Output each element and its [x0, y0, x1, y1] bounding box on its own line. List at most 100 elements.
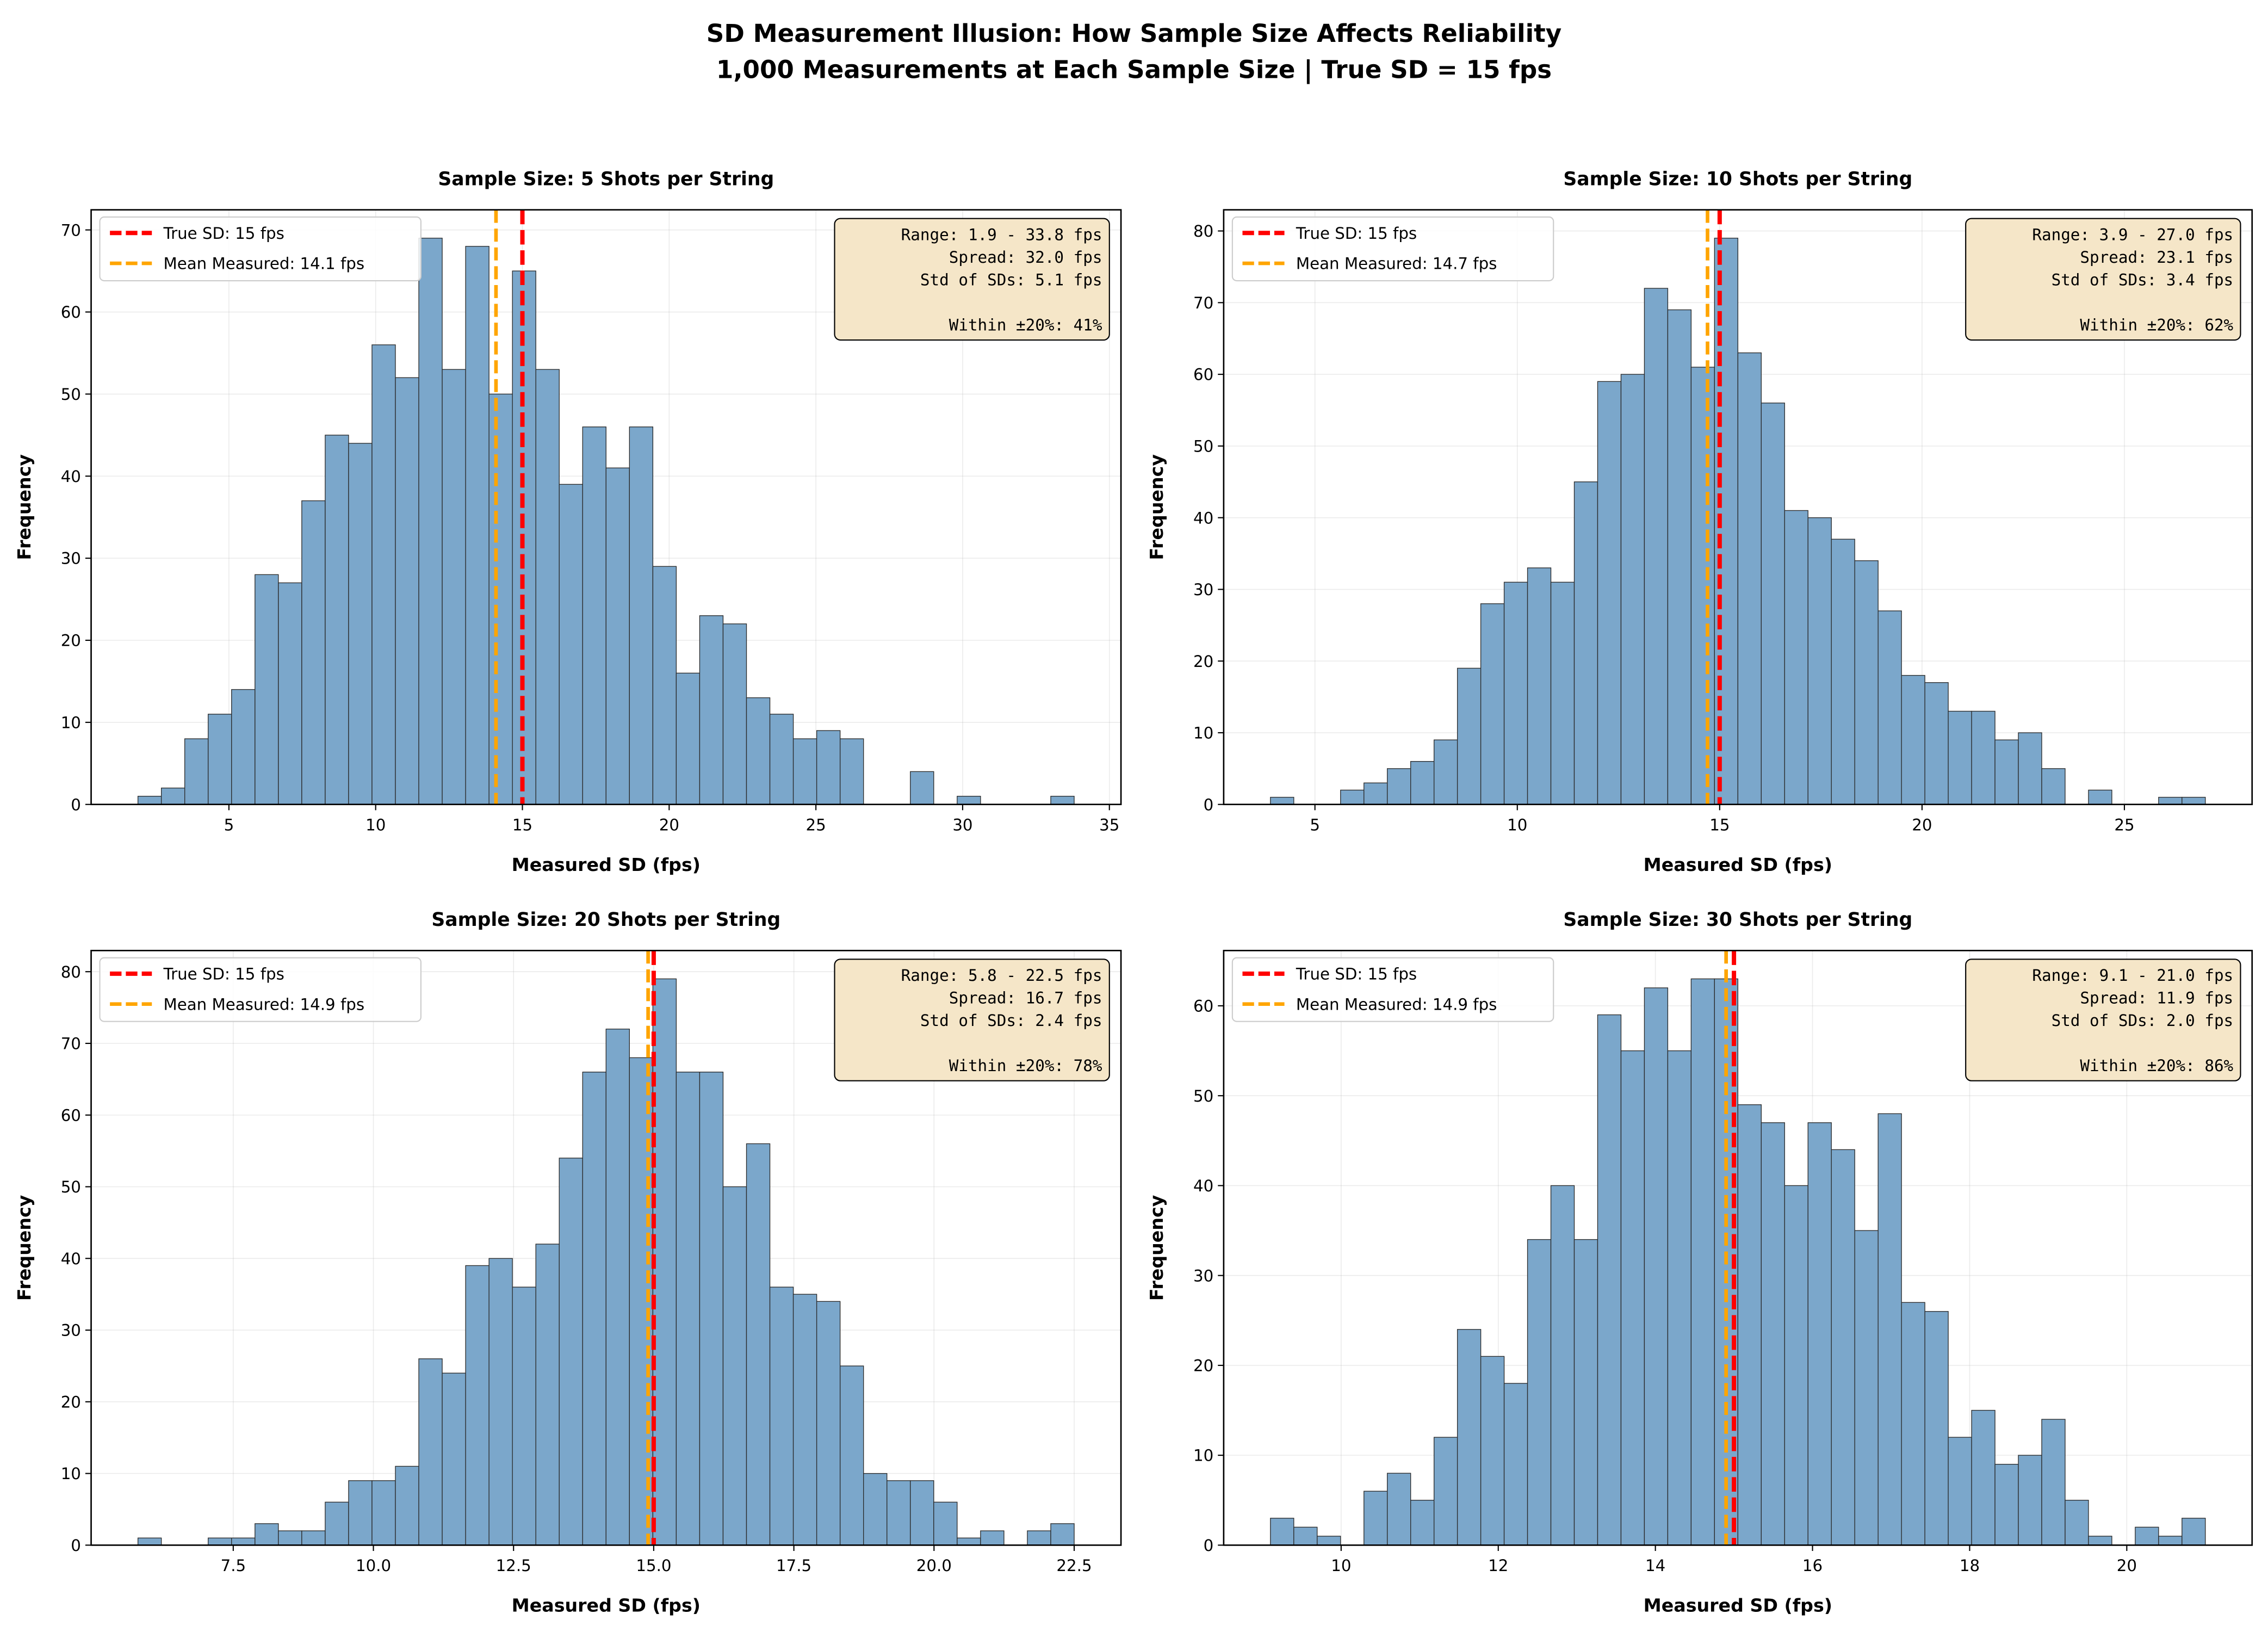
y-tick-label: 10 [61, 713, 81, 732]
histogram-bar [652, 566, 677, 805]
histogram-bar [1807, 517, 1832, 805]
histogram-bar [887, 1480, 911, 1546]
histogram-bar [465, 246, 489, 805]
x-tick-label: 18 [1960, 1556, 1980, 1575]
y-tick-label: 0 [1204, 1536, 1214, 1555]
histogram-bar [231, 689, 256, 805]
histogram-bar [535, 1244, 560, 1546]
histogram-bar [1644, 288, 1669, 805]
x-tick-label: 30 [952, 816, 972, 834]
histogram-bar [2182, 796, 2206, 805]
legend-box [1231, 957, 1554, 1022]
histogram-bar [1270, 1518, 1294, 1546]
histogram-bar [1270, 796, 1294, 805]
histogram-bar [1831, 1149, 1855, 1546]
histogram-bar [676, 672, 701, 805]
histogram-bar [1480, 603, 1505, 805]
histogram-bar [278, 582, 302, 805]
legend-mean-label: Mean Measured: 14.9 fps [164, 995, 365, 1013]
histogram-bar [255, 1523, 279, 1546]
x-tick-label: 10 [1331, 1556, 1351, 1575]
stats-box-background [834, 959, 1110, 1081]
x-tick-label: 15.0 [636, 1556, 671, 1575]
y-tick-label: 50 [61, 385, 81, 404]
histogram-bar [137, 795, 162, 805]
histogram-bar [371, 1480, 396, 1546]
axes-frame [90, 209, 1122, 806]
histogram-bar [1480, 1356, 1505, 1546]
stats-line: Within ±20%: 62% [2080, 316, 2233, 334]
histogram-bar [816, 730, 841, 805]
histogram-bar [746, 697, 771, 805]
x-tick-label: 10.0 [356, 1556, 391, 1575]
stats-line: Range: 5.8 - 22.5 fps [901, 966, 1102, 985]
histogram-bar [1690, 367, 1715, 805]
histogram-bar [629, 426, 654, 805]
x-axis-label: Measured SD (fps) [512, 1595, 701, 1616]
x-axis-label: Measured SD (fps) [1644, 1595, 1832, 1616]
y-tick-label: 40 [61, 467, 81, 486]
histogram-bar [1924, 682, 1949, 805]
y-tick-label: 60 [61, 303, 81, 322]
histogram-bar [418, 1358, 443, 1546]
histogram-bar [699, 1072, 724, 1546]
axes-frame [1223, 949, 2253, 1546]
histogram-bar [769, 1287, 794, 1546]
x-tick-label: 22.5 [1056, 1556, 1092, 1575]
histogram-bar [722, 623, 747, 805]
histogram-bar [1503, 582, 1528, 805]
histogram-bar [1410, 1500, 1435, 1546]
histogram-bar [1854, 1230, 1879, 1546]
x-tick-label: 10 [1507, 816, 1527, 834]
histogram-bar [1364, 1491, 1388, 1546]
axes-frame [90, 949, 1122, 1546]
histogram-bar [2018, 732, 2042, 805]
y-tick-label: 50 [61, 1178, 81, 1196]
histogram-bar [137, 1537, 162, 1546]
histogram-bar [1761, 403, 1785, 805]
stats-line: Within ±20%: 78% [949, 1056, 1102, 1075]
x-tick-label: 20 [1912, 816, 1932, 834]
x-tick-label: 17.5 [776, 1556, 811, 1575]
x-tick-label: 15 [1709, 816, 1730, 834]
histogram-bar [1573, 1239, 1598, 1546]
histogram-bar [2065, 1500, 2089, 1546]
histogram-bar [325, 435, 349, 805]
y-tick-label: 60 [61, 1106, 81, 1124]
histogram-bar [208, 714, 232, 805]
stats-box-background [1965, 218, 2241, 341]
histogram-bar [863, 1473, 888, 1546]
histogram-bar [769, 714, 794, 805]
histogram-bar [512, 1287, 536, 1546]
y-tick-label: 20 [1193, 652, 1213, 671]
histogram-bar [1737, 352, 1762, 805]
histogram-bar [2158, 1536, 2183, 1546]
histogram-bar [722, 1186, 747, 1546]
subplot-2: 5 10 15 20 25 0 10 20 30 40 50 60 70 80 Sample Size: 1… [1146, 168, 2253, 875]
histogram-bar [652, 978, 677, 1546]
histogram-bar [1994, 1463, 2019, 1546]
histogram-bar [746, 1143, 771, 1546]
y-tick-label: 30 [1193, 580, 1213, 599]
histogram-bar [1901, 1302, 1925, 1546]
histogram-bar [1527, 567, 1552, 805]
x-tick-label: 5 [224, 816, 234, 834]
y-tick-label: 0 [71, 1536, 81, 1555]
histogram-bar [301, 1530, 326, 1546]
histogram-bar [1550, 582, 1575, 805]
stats-line: Std of SDs: 3.4 fps [2052, 271, 2234, 289]
histogram-bar [910, 1480, 934, 1546]
histogram-bar [418, 238, 443, 805]
y-axis-label: Frequency [14, 454, 35, 560]
histogram-bar [605, 467, 630, 805]
legend: True SD: 15 fps Mean Measured: 14.9 fps [99, 957, 422, 1022]
y-tick-label: 30 [61, 549, 81, 568]
histogram-bar [1410, 761, 1435, 805]
y-tick-label: 10 [1193, 724, 1213, 743]
stats-line: Range: 1.9 - 33.8 fps [901, 226, 1102, 244]
y-tick-label: 10 [61, 1464, 81, 1483]
histogram-bar [2135, 1526, 2159, 1546]
y-tick-label: 50 [1193, 437, 1213, 456]
y-tick-label: 40 [61, 1250, 81, 1268]
histogram-bar [839, 1365, 864, 1546]
